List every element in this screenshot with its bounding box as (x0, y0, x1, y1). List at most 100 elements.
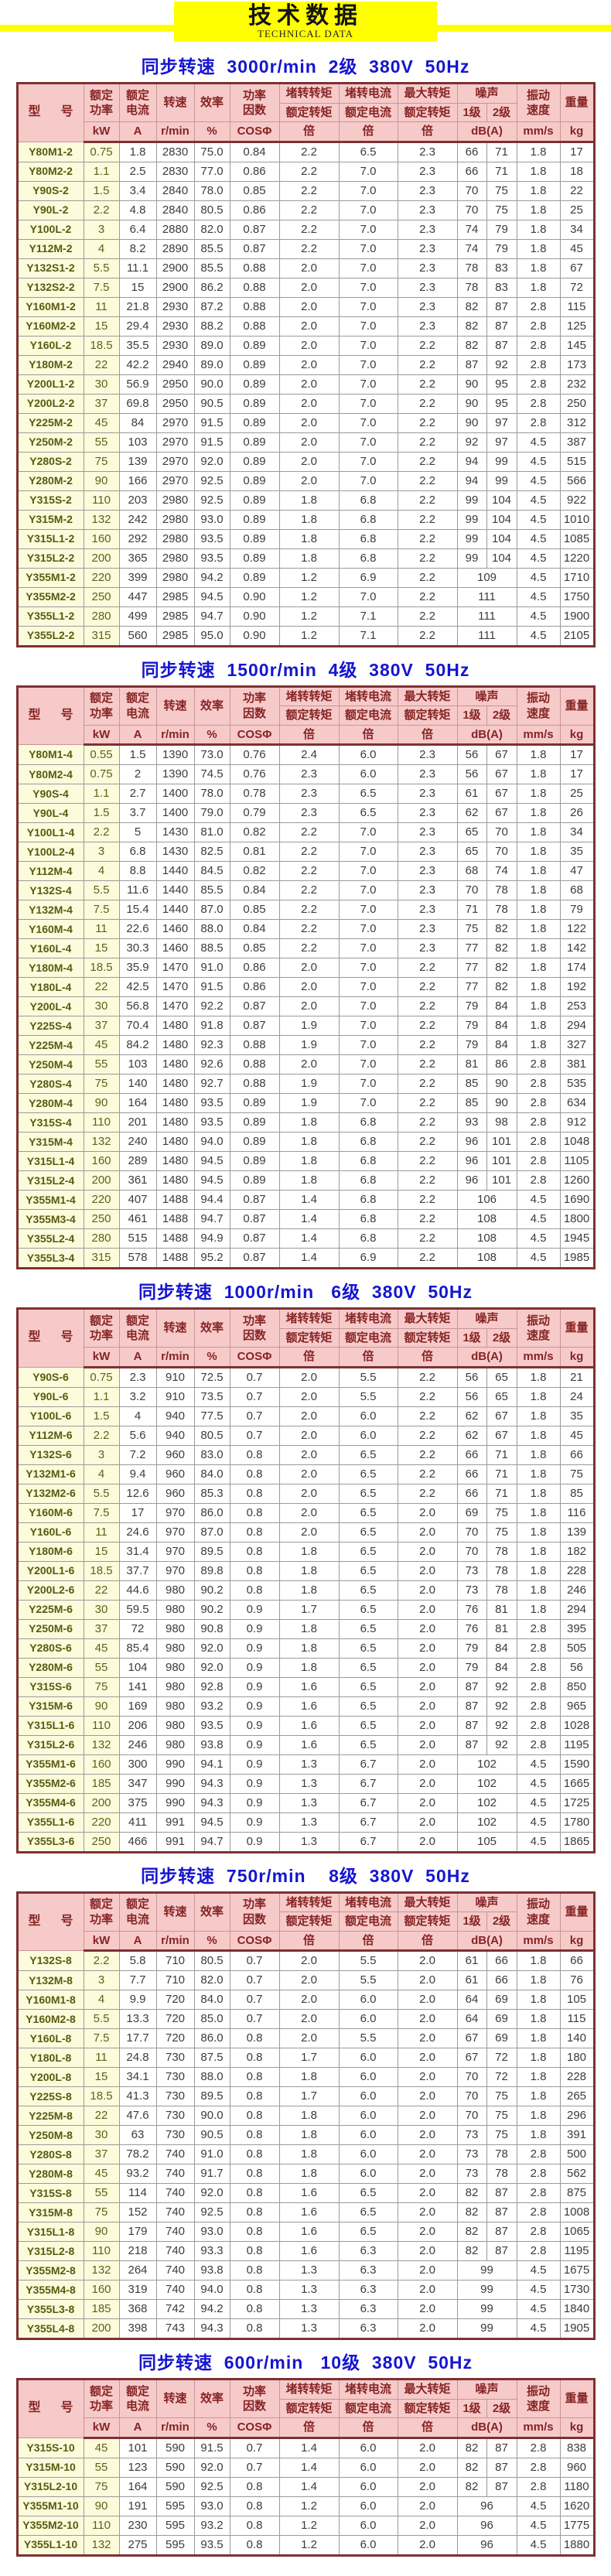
value-cell: 1430 (155, 822, 195, 842)
value-cell: 90.8 (193, 1618, 230, 1639)
value-cell: 0.9 (229, 1773, 280, 1794)
rated-power-cell: 90 (83, 2496, 120, 2516)
noise-level1-cell: 56 (456, 744, 487, 765)
model-cell: Y280M-4 (16, 1093, 84, 1113)
value-cell: 93.5 (193, 1715, 230, 1736)
value-cell: 7.0 (338, 938, 398, 958)
value-cell: 0.8 (229, 2496, 280, 2516)
value-cell: 2.0 (278, 296, 340, 317)
rated-power-cell: 75 (83, 451, 120, 472)
rated-power-cell: 45 (83, 2437, 120, 2458)
value-cell: 2.0 (397, 1560, 458, 1581)
unit-percent: % (193, 724, 230, 746)
vibration-cell: 2.8 (516, 1715, 561, 1736)
value-cell: 2.2 (397, 354, 458, 375)
noise-level1-cell: 70 (456, 180, 487, 201)
noise-level1-cell: 76 (456, 1599, 487, 1620)
value-cell: 2.3 (397, 803, 458, 823)
rated-power-cell: 4 (83, 861, 120, 881)
value-cell: 6.7 (338, 1812, 398, 1833)
model-cell: Y160M-4 (16, 919, 84, 939)
value-cell: 47.6 (118, 2106, 157, 2126)
spec-row: Y160M2-8 5.5 13.3 720 85.0 0.7 2.0 6.0 2.0 64 69 1.… (16, 2009, 595, 2029)
model-cell: Y200L-4 (16, 996, 84, 1016)
spec-row: Y80M2-4 0.75 2 1390 74.5 0.76 2.3 6.0 2.3 56 67 1.8… (16, 764, 595, 784)
value-cell: 742 (155, 2299, 195, 2319)
rated-power-cell: 90 (83, 470, 120, 491)
rated-power-cell: 1.5 (83, 1406, 120, 1426)
unit-db: dB(A) (456, 724, 517, 746)
weight-cell: 1065 (559, 2222, 595, 2242)
value-cell: 90.5 (193, 393, 230, 414)
value-cell: 85.0 (193, 2009, 230, 2029)
value-cell: 6.5 (338, 1541, 398, 1562)
value-cell: 2985 (155, 606, 195, 627)
value-cell: 6.0 (338, 2086, 398, 2106)
value-cell: 0.88 (229, 296, 280, 317)
value-cell: 5 (118, 822, 157, 842)
vibration-cell: 1.8 (516, 1425, 561, 1446)
weight-cell: 56 (559, 1657, 595, 1678)
noise-level2-header: 2级 (486, 1327, 517, 1348)
unit-rpm: r/min (155, 1347, 195, 1368)
value-cell: 84.0 (193, 1990, 230, 2010)
noise-level2-cell: 72 (486, 2067, 517, 2087)
value-cell: 6.3 (338, 2260, 398, 2280)
value-cell: 730 (155, 2067, 195, 2087)
spec-row: Y160L-8 7.5 17.7 720 86.0 0.8 2.0 5.5 2.0 67 69 1.8… (16, 2028, 595, 2048)
value-cell: 0.89 (229, 528, 280, 549)
value-cell: 0.7 (229, 1406, 280, 1426)
noise-level2-cell: 104 (486, 528, 517, 549)
spec-row: Y225S-8 18.5 41.3 730 89.5 0.8 1.7 6.0 2.0 70 75 1.… (16, 2086, 595, 2106)
vibration-cell: 1.8 (516, 744, 561, 765)
value-cell: 0.8 (229, 2280, 280, 2300)
model-cell: Y315L1-8 (16, 2222, 84, 2242)
value-cell: 6.5 (338, 1444, 398, 1465)
value-cell: 140 (118, 1074, 157, 1094)
model-cell: Y355M2-10 (16, 2515, 84, 2536)
unit-cos: COSΦ (229, 1347, 280, 1368)
value-cell: 740 (155, 2260, 195, 2280)
weight-cell: 1220 (559, 548, 595, 569)
value-cell: 0.9 (229, 1618, 280, 1639)
vibration-cell: 1.8 (516, 2048, 561, 2068)
value-cell: 361 (118, 1170, 157, 1191)
rated-power-cell: 75 (83, 1676, 120, 1697)
value-cell: 0.8 (229, 2534, 280, 2556)
section-title: 同步转速 750r/min 8级 380V 50Hz (141, 1865, 470, 1886)
value-cell: 87.0 (193, 1522, 230, 1543)
value-cell: 0.89 (229, 1112, 280, 1133)
value-cell: 980 (155, 1715, 195, 1736)
value-cell: 960 (155, 1464, 195, 1484)
model-cell: Y80M1-2 (16, 141, 84, 162)
spec-row: Y200L2-2 37 69.8 2950 90.5 0.89 2.0 7.0 2.2 90 95 2… (16, 393, 595, 414)
rated-power-cell: 18.5 (83, 2086, 120, 2106)
rated-power-cell: 55 (83, 2183, 120, 2203)
noise-level2-cell: 79 (486, 238, 517, 259)
value-cell: 2.0 (278, 1464, 340, 1484)
value-cell: 93.0 (193, 509, 230, 530)
vibration-cell: 4.5 (516, 528, 561, 549)
value-cell: 1.4 (278, 1228, 340, 1249)
noise-level1-cell: 77 (456, 958, 487, 978)
value-cell: 3.2 (118, 1386, 157, 1407)
value-cell: 595 (155, 2496, 195, 2516)
value-cell: 94.1 (193, 1754, 230, 1775)
unit-kg: kg (559, 724, 595, 746)
value-cell: 1.8 (278, 2164, 340, 2184)
value-cell: 91.5 (193, 432, 230, 453)
noise-level2-cell: 97 (486, 432, 517, 453)
value-cell: 1.8 (278, 1541, 340, 1562)
noise-level1-cell: 61 (456, 1950, 487, 1971)
noise-level2-cell: 69 (486, 2028, 517, 2048)
rated-power-cell: 15 (83, 1541, 120, 1562)
value-cell: 2.2 (397, 1464, 458, 1484)
value-cell: 0.88 (229, 316, 280, 337)
value-cell: 94.0 (193, 1132, 230, 1152)
spec-row: Y355L1-6 220 411 991 94.5 0.9 1.3 6.7 2.0 102 4.5 1… (16, 1812, 595, 1833)
value-cell: 2.2 (397, 1112, 458, 1133)
noise-level1-cell: 90 (456, 374, 487, 395)
noise-level2-cell: 67 (486, 1406, 517, 1426)
value-cell: 2.0 (397, 2164, 458, 2184)
value-cell: 980 (155, 1696, 195, 1717)
